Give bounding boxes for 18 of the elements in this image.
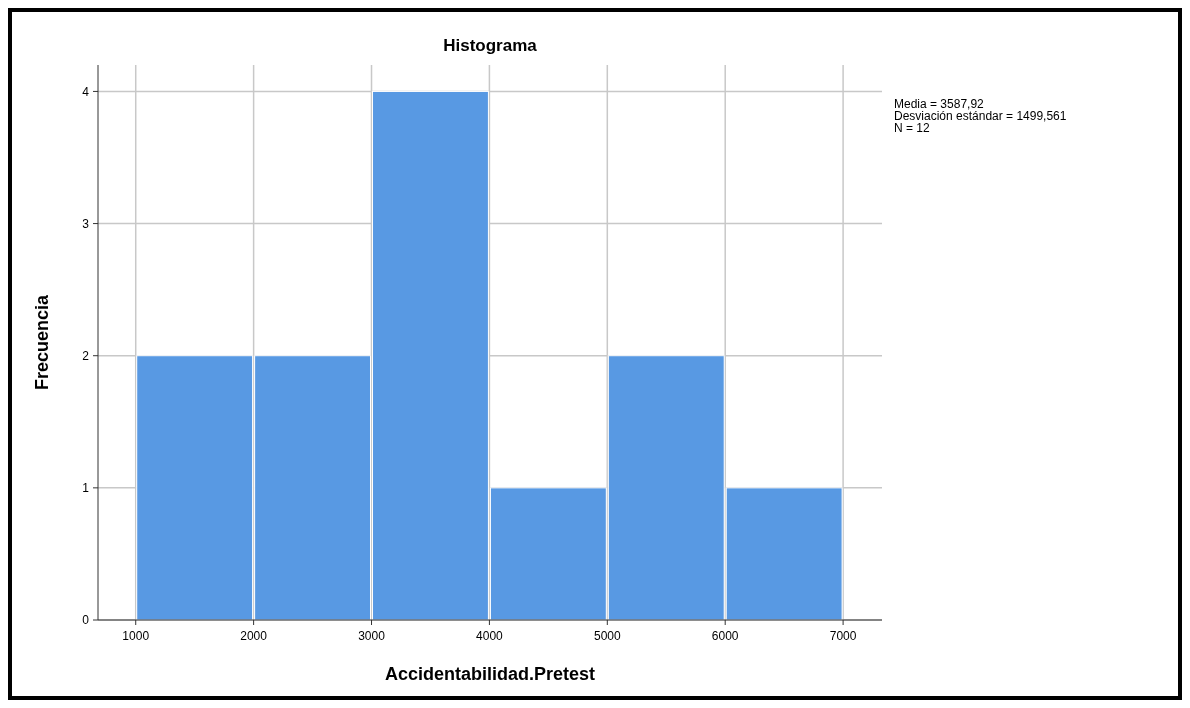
x-tick-label: 2000 bbox=[240, 629, 268, 643]
y-tick-label: 1 bbox=[82, 481, 90, 496]
y-tick-label: 4 bbox=[82, 84, 90, 99]
x-tick-label: 1000 bbox=[122, 629, 150, 643]
x-axis-title: Accidentabilidad.Pretest bbox=[384, 664, 596, 684]
x-tick-label: 7000 bbox=[829, 629, 857, 643]
y-axis-title: Frecuencia bbox=[32, 293, 52, 391]
x-tick-label: 6000 bbox=[711, 629, 739, 643]
y-tick-label: 0 bbox=[82, 613, 90, 628]
chart-title: Histograma bbox=[443, 36, 538, 55]
y-tick-label: 3 bbox=[82, 216, 90, 231]
x-tick-label: 4000 bbox=[476, 629, 504, 643]
x-tick-label: 3000 bbox=[358, 629, 386, 643]
text: Media = 3587,92 bbox=[894, 97, 985, 111]
text: N = 12 bbox=[894, 121, 931, 135]
text: Desviación estándar = 1499,561 bbox=[894, 109, 1067, 123]
y-tick-label: 2 bbox=[82, 348, 90, 363]
x-tick-label: 5000 bbox=[593, 629, 621, 643]
